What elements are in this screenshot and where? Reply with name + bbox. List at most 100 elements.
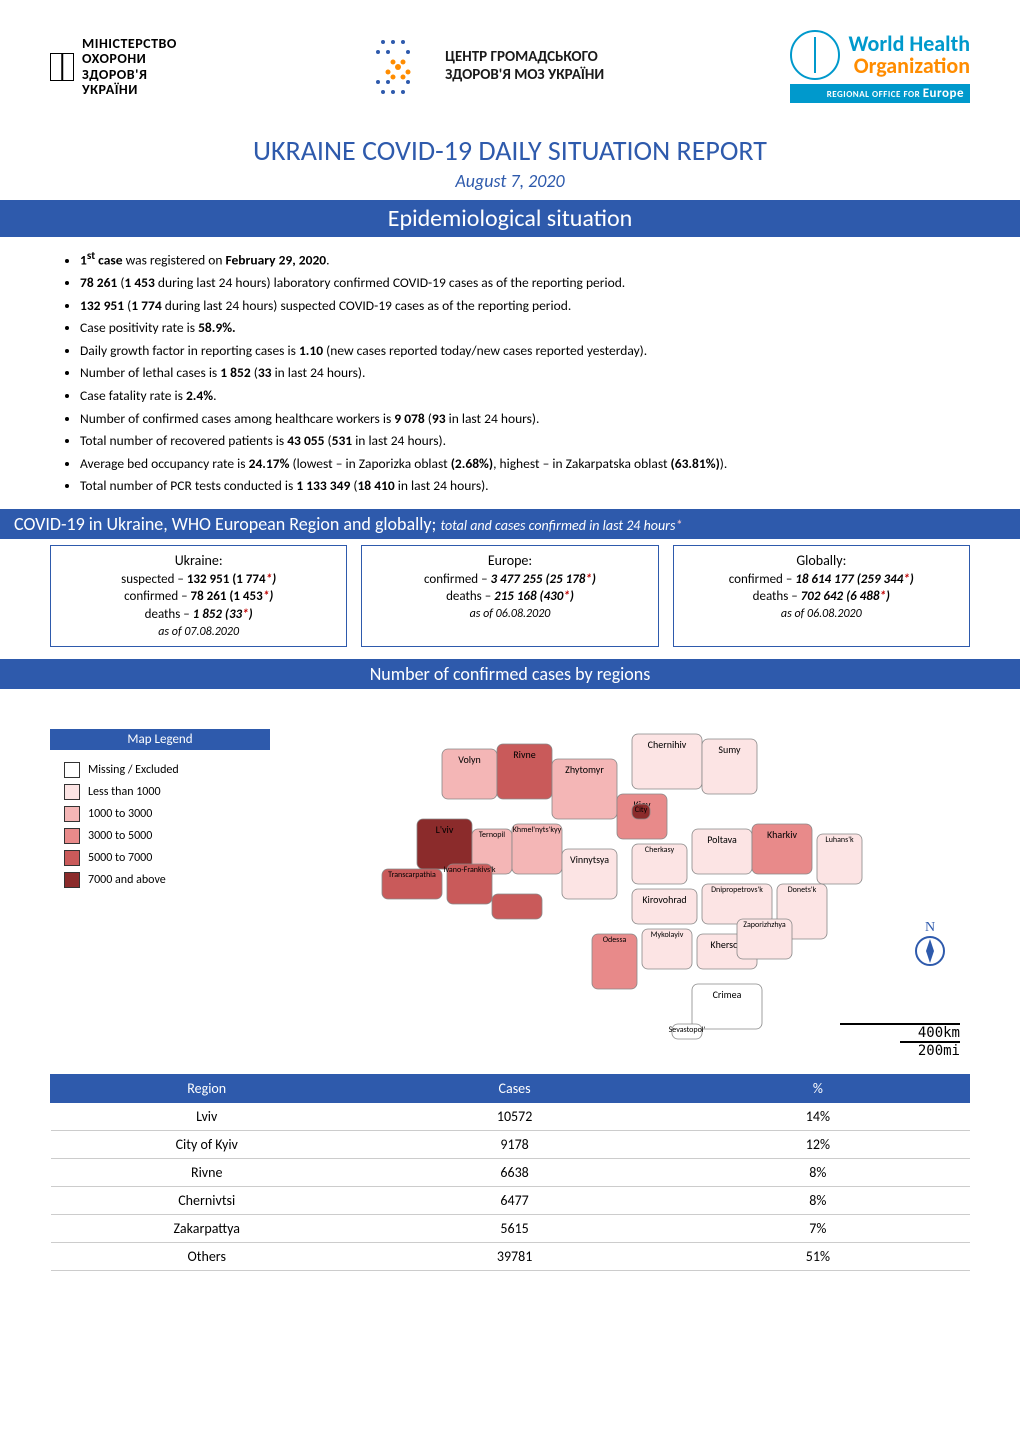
legend-title: Map Legend (50, 729, 270, 750)
legend-item: 5000 to 7000 (64, 850, 270, 866)
map-region-label: Chernihiv (648, 738, 687, 751)
map-region-label: Donets'k (788, 885, 817, 895)
legend-swatch (64, 828, 80, 844)
stat-close: ) (269, 589, 273, 604)
ukraine-map: VolynRivneZhytomyrChernihivSumyKievCityL… (274, 699, 970, 1059)
stat-label: deaths – (446, 589, 494, 604)
map-region-label: Sumy (718, 743, 741, 756)
stat-asof: as of 07.08.2020 (55, 624, 342, 640)
stat-close: ) (249, 607, 253, 622)
who-text-2: Organization (848, 55, 970, 77)
epi-bullet: Total number of recovered patients is 43… (80, 430, 970, 452)
map-region-label: L'viv (436, 823, 454, 836)
stat-close: ) (886, 589, 890, 604)
dots-icon (363, 32, 433, 102)
map-region-label: Luhans'k (825, 835, 854, 845)
epi-bullet: 132 951 (1 774 during last 24 hours) sus… (80, 295, 970, 317)
map-region-label: Ivano-Frankivs'k (443, 865, 495, 875)
legend-swatch (64, 806, 80, 822)
compass-icon: N (910, 919, 950, 969)
table-cell: 6477 (363, 1186, 666, 1214)
stat-box-global: Globally: confirmed – 18 614 177 (259 34… (673, 545, 970, 647)
map-legend: Map Legend Missing / Excluded Less than 1… (50, 729, 270, 894)
stat-val: 3 477 255 (25 178 (491, 572, 586, 587)
stat-val: 18 614 177 (259 344 (795, 572, 903, 587)
stat-name: Ukraine: (55, 552, 342, 571)
center-line: ЗДОРОВ'Я МОЗ УКРАЇНИ (445, 67, 604, 84)
table-cell: Others (51, 1242, 363, 1270)
stats-row: Ukraine: suspected – 132 951 (1 774*) co… (50, 545, 970, 647)
legend-item: 3000 to 5000 (64, 828, 270, 844)
center-line: ЦЕНТР ГРОМАДСЬКОГО (445, 49, 604, 66)
stat-label: deaths – (145, 607, 193, 622)
stat-val: 702 642 (6 488 (801, 589, 880, 604)
map-region-label: Crimea (713, 988, 742, 1001)
table-row: Lviv1057214% (51, 1102, 970, 1130)
map-region-label: Odessa (603, 935, 627, 945)
map-region-label: Kirovohrad (642, 893, 686, 906)
region-table: RegionCases% Lviv1057214%City of Kyiv917… (50, 1074, 970, 1271)
global-banner-note: total and cases confirmed in last 24 hou… (440, 517, 675, 534)
table-cell: Lviv (51, 1102, 363, 1130)
legend-item: Less than 1000 (64, 784, 270, 800)
stat-val: 132 951 (1 774 (187, 572, 266, 587)
stat-box-ukraine: Ukraine: suspected – 132 951 (1 774*) co… (50, 545, 347, 647)
legend-swatch (64, 850, 80, 866)
map-region-label: Cherkasy (645, 845, 675, 855)
epi-bullet: Daily growth factor in reporting cases i… (80, 340, 970, 362)
map-region-label: Dnipropetrovs'k (711, 885, 763, 895)
legend-label: 1000 to 3000 (88, 807, 152, 821)
legend-item: Missing / Excluded (64, 762, 270, 778)
table-row: Rivne66388% (51, 1158, 970, 1186)
stat-close: ) (910, 572, 914, 587)
who-regional-region: Europe (923, 86, 964, 101)
epi-bullet: Total number of PCR tests conducted is 1… (80, 475, 970, 497)
map-section-banner: Number of confirmed cases by regions (0, 659, 1020, 689)
map-region-label: Khmel'nyts'kyy (513, 825, 562, 835)
epi-bullet: 1st case was registered on February 29, … (80, 247, 970, 271)
map-region-label: Transcarpathia (388, 870, 436, 880)
legend-swatch (64, 784, 80, 800)
map-region-label: Rivne (513, 748, 535, 761)
map-region (492, 894, 542, 919)
epi-bullet: Case positivity rate is 58.9%. (80, 317, 970, 339)
map-region-label: Volyn (458, 753, 481, 766)
table-cell: 6638 (363, 1158, 666, 1186)
epi-bullet: Case fatality rate is 2.4%. (80, 385, 970, 407)
ministry-line: ЗДОРОВ'Я (82, 67, 177, 82)
table-row: City of Kyiv917812% (51, 1130, 970, 1158)
ministry-line: МІНІСТЕРСТВО (82, 36, 177, 51)
legend-label: Missing / Excluded (88, 763, 179, 777)
table-cell: City of Kyiv (51, 1130, 363, 1158)
map-region-label: Zhytomyr (565, 763, 604, 776)
scale-bar: 400km 200mi (840, 1023, 960, 1059)
legend-swatch (64, 762, 80, 778)
stat-label: suspected – (121, 572, 187, 587)
map-region-label: Zaporizhzhya (743, 920, 786, 930)
scale-km: 400km (840, 1025, 960, 1041)
ministry-line: ОХОРОНИ (82, 51, 177, 66)
map-region-label: Poltava (707, 833, 737, 846)
legend-item: 1000 to 3000 (64, 806, 270, 822)
stat-close: ) (570, 589, 574, 604)
ministry-text: МІНІСТЕРСТВО ОХОРОНИ ЗДОРОВ'Я УКРАЇНИ (82, 36, 177, 98)
page-date: August 7, 2020 (50, 170, 970, 192)
table-row: Others3978151% (51, 1242, 970, 1270)
stat-val: 1 852 (33 (193, 607, 242, 622)
map-region-label: Mykolayiv (651, 930, 684, 940)
stat-label: confirmed – (729, 572, 795, 587)
stat-close: ) (272, 572, 276, 587)
logo-row: МІНІСТЕРСТВО ОХОРОНИ ЗДОРОВ'Я УКРАЇНИ ЦЕ… (50, 30, 970, 103)
table-cell: 14% (666, 1102, 969, 1130)
legend-swatch (64, 872, 80, 888)
stat-asof: as of 06.08.2020 (678, 606, 965, 622)
table-cell: 51% (666, 1242, 969, 1270)
map-region-label: Sevastopol' (669, 1025, 706, 1035)
legend-label: 3000 to 5000 (88, 829, 152, 843)
map-area: VolynRivneZhytomyrChernihivSumyKievCityL… (274, 699, 970, 1064)
map-region-label: Vinnytsya (570, 853, 609, 866)
who-regional-bar: REGIONAL OFFICE FOR Europe (790, 84, 970, 103)
stat-name: Europe: (366, 552, 653, 571)
ministry-logo: МІНІСТЕРСТВО ОХОРОНИ ЗДОРОВ'Я УКРАЇНИ (50, 36, 177, 98)
stat-label: confirmed – (424, 572, 490, 587)
